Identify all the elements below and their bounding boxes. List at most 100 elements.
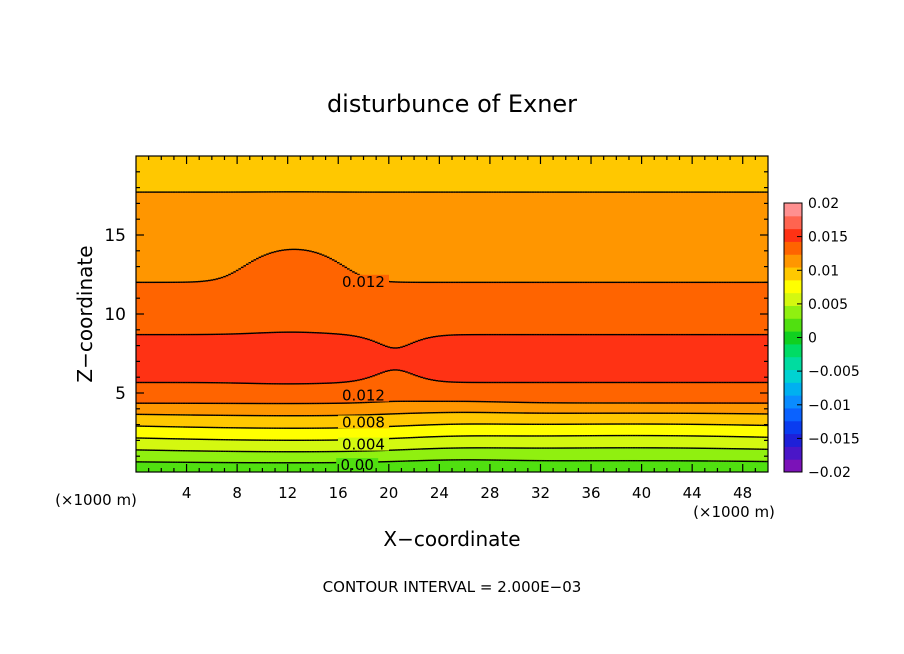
contour-line-seg (587, 281, 590, 284)
contour-line-seg (733, 381, 737, 384)
contour-line-seg (182, 461, 186, 463)
contour-line-seg (349, 191, 353, 193)
contour-line-seg (703, 281, 707, 284)
contour-line-seg (602, 191, 605, 193)
contour-line-seg (665, 281, 669, 284)
contour-line-seg (245, 439, 249, 441)
contour-line-seg (357, 336, 360, 338)
contour-line-seg (526, 281, 530, 284)
y-tick-label: 5 (115, 384, 126, 404)
contour-line-seg (425, 400, 429, 402)
contour-line-seg (433, 336, 436, 338)
contour-line-seg (139, 281, 143, 284)
contour-line-seg (463, 400, 466, 403)
contour-line-seg (465, 191, 469, 193)
contour-line-seg (430, 412, 434, 414)
contour-line-seg (162, 449, 166, 452)
contour-line-seg (369, 375, 373, 378)
contour-line-seg (741, 448, 745, 450)
contour-line-seg (438, 380, 441, 382)
contour-line-seg (238, 439, 241, 441)
contour-line-seg (165, 425, 168, 428)
contour-line-seg (498, 435, 502, 437)
contour-line-seg (665, 460, 669, 462)
contour-line-seg (430, 379, 434, 381)
contour-line-seg (301, 383, 305, 385)
contour-line-seg (354, 402, 358, 404)
contour-line-seg (617, 434, 621, 437)
contour-line-seg (410, 436, 413, 439)
contour-line-seg (195, 426, 198, 428)
contour-line-seg (223, 275, 226, 278)
contour-line-seg (367, 450, 370, 452)
field-cell (402, 346, 768, 349)
field-cell (136, 308, 768, 311)
contour-line-seg (390, 449, 393, 451)
contour-line-seg (663, 460, 666, 462)
contour-line-seg (301, 427, 305, 429)
contour-line-seg (180, 426, 183, 428)
contour-line-seg (465, 435, 469, 437)
contour-line-seg (331, 332, 335, 335)
contour-line-seg (402, 191, 406, 193)
contour-line-seg (516, 412, 520, 414)
contour-line-seg (316, 439, 320, 441)
contour-line-seg (738, 191, 742, 193)
contour-line-seg (751, 460, 755, 463)
contour-line-seg (534, 191, 537, 193)
contour-line-seg (458, 435, 461, 437)
contour-line-seg (225, 402, 229, 405)
contour-line-seg (256, 191, 259, 193)
contour-line-seg (382, 413, 386, 415)
contour-line-seg (475, 333, 479, 336)
contour-line-seg (362, 378, 365, 380)
field-cell (136, 324, 768, 327)
contour-line-seg (263, 402, 267, 405)
field-cell (136, 434, 768, 437)
contour-line-seg (741, 402, 745, 404)
contour-line-seg (764, 381, 767, 384)
contour-line-seg (187, 333, 191, 336)
contour-line-seg (733, 281, 737, 284)
contour-line-seg (554, 435, 557, 437)
contour-line-seg (225, 414, 229, 417)
contour-line-seg (501, 401, 504, 403)
contour-line-seg (498, 423, 502, 425)
contour-line-seg (622, 281, 626, 284)
colorbar-swatch (784, 292, 802, 306)
contour-line-seg (544, 412, 547, 414)
field-cell (136, 318, 768, 321)
contour-line-seg (182, 191, 186, 193)
field-cell (136, 192, 768, 195)
field-cell (352, 270, 768, 273)
contour-line-seg (680, 333, 684, 336)
contour-line-seg (458, 334, 461, 336)
contour-line-seg (713, 191, 717, 193)
contour-line-seg (592, 333, 595, 336)
contour-line-seg (170, 281, 173, 284)
contour-line-seg (448, 400, 451, 403)
contour-line-seg (225, 382, 229, 384)
contour-line-seg (690, 435, 694, 437)
contour-line-seg (410, 373, 413, 375)
contour-line-seg (422, 191, 426, 193)
contour-line-seg (425, 424, 429, 426)
field-cell (136, 464, 768, 467)
contour-line-seg (534, 447, 537, 449)
contour-line-seg (336, 402, 340, 404)
contour-line-seg (516, 447, 520, 449)
contour-line-seg (326, 427, 330, 429)
contour-line-seg (286, 191, 289, 193)
contour-line-seg (508, 435, 512, 437)
contour-line-seg (673, 423, 676, 425)
contour-line-seg (754, 333, 757, 336)
contour-line-seg (695, 191, 699, 193)
contour-line-seg (433, 412, 436, 414)
contour-line-seg (756, 333, 760, 336)
contour-line-seg (728, 435, 732, 438)
contour-line-seg (486, 435, 489, 437)
contour-line-seg (627, 402, 631, 404)
contour-line-seg (344, 414, 348, 417)
contour-line-seg (228, 439, 231, 441)
contour-line-seg (481, 381, 484, 384)
